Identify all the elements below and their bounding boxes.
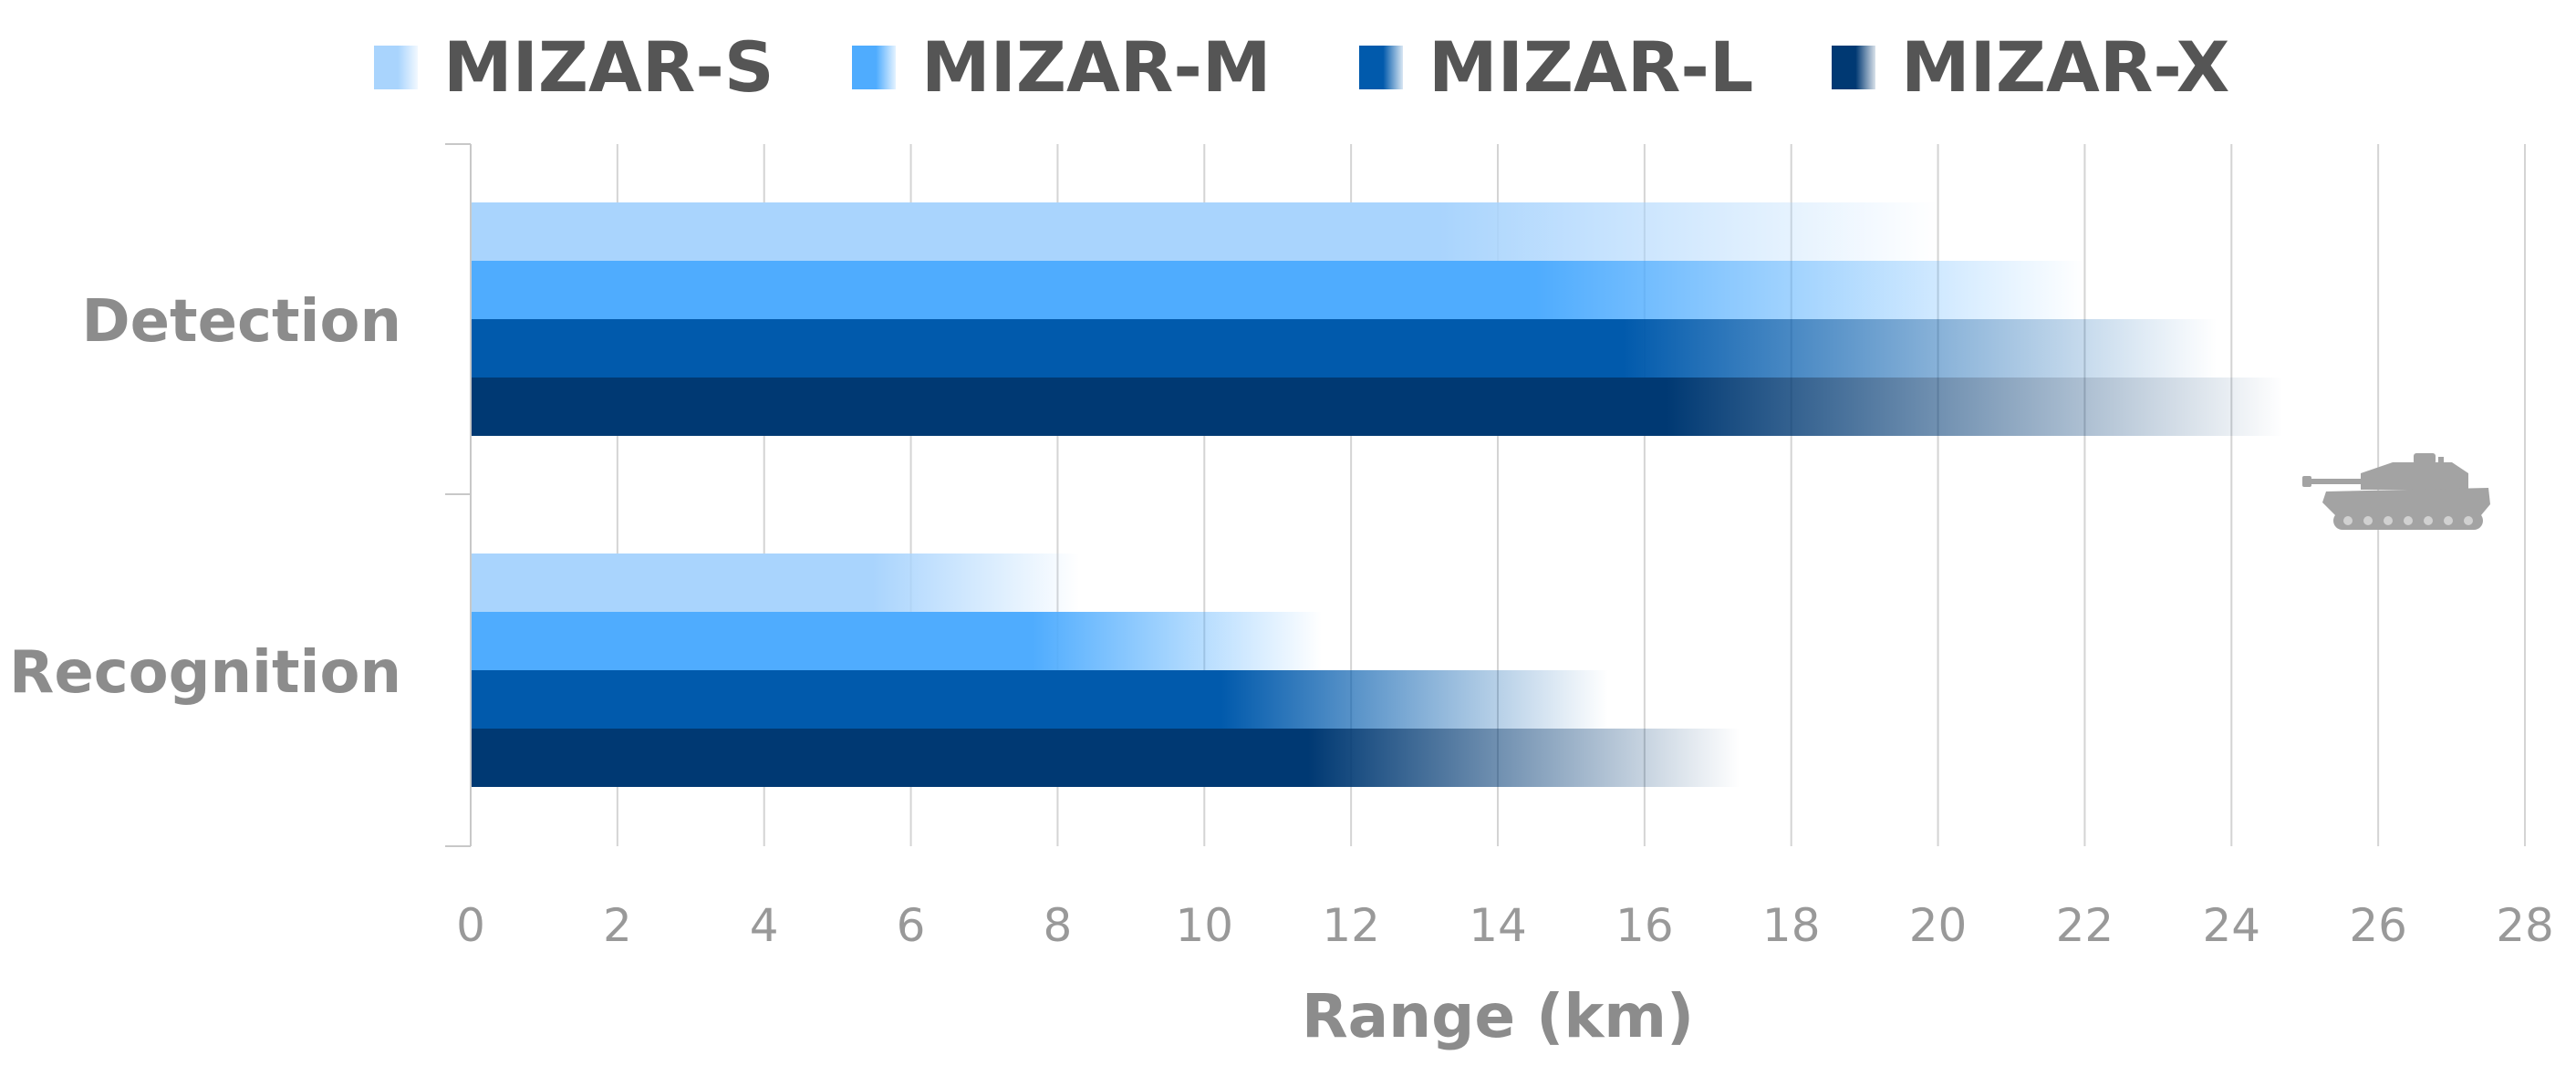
x-tick-label: 18 [1762, 899, 1821, 952]
x-tick-label: 12 [1322, 899, 1380, 952]
bar-recognition-mizar-l [471, 670, 1608, 729]
x-tick-label: 28 [2496, 899, 2554, 952]
x-axis-ticks: 0 2 4 6 8 10 12 14 16 18 20 22 24 26 28 [456, 899, 2554, 952]
legend-label-mizar-s: MIZAR-S [443, 26, 774, 108]
legend-label-mizar-m: MIZAR-M [921, 26, 1272, 108]
bar-detection-mizar-l [471, 319, 2218, 378]
category-label-recognition: Recognition [9, 639, 401, 707]
legend-swatch-mizar-m [852, 46, 896, 89]
bar-detection-mizar-m [471, 261, 2085, 319]
x-tick-label: 10 [1175, 899, 1233, 952]
x-tick-label: 14 [1469, 899, 1527, 952]
legend-swatch-mizar-x [1832, 46, 1875, 89]
x-tick-label: 20 [1909, 899, 1968, 952]
bar-detection-mizar-s [471, 202, 1938, 261]
x-tick-label: 0 [456, 899, 485, 952]
x-tick-label: 8 [1044, 899, 1073, 952]
x-tick-label: 26 [2349, 899, 2407, 952]
y-axis [445, 143, 472, 847]
legend-swatch-mizar-l [1359, 46, 1403, 89]
bar-recognition-mizar-s [471, 554, 1080, 612]
legend-swatch-mizar-s [374, 46, 418, 89]
x-tick-label: 24 [2202, 899, 2260, 952]
tank-silhouette-icon [2302, 453, 2490, 530]
legend-label-mizar-l: MIZAR-L [1428, 26, 1753, 108]
legend-label-mizar-x: MIZAR-X [1901, 26, 2229, 108]
category-label-detection: Detection [81, 288, 401, 356]
x-axis-title: Range (km) [1302, 981, 1694, 1051]
x-tick-label: 6 [897, 899, 926, 952]
x-tick-label: 4 [750, 899, 779, 952]
x-tick-label: 2 [603, 899, 632, 952]
legend: MIZAR-S MIZAR-M MIZAR-L MIZAR-X [374, 26, 2229, 108]
bars [471, 202, 2283, 787]
bar-recognition-mizar-x [471, 729, 1740, 787]
x-tick-label: 16 [1615, 899, 1674, 952]
x-tick-label: 22 [2056, 899, 2114, 952]
category-labels: Detection Recognition [9, 288, 401, 707]
bar-detection-mizar-x [471, 378, 2283, 436]
bar-recognition-mizar-m [471, 612, 1322, 670]
